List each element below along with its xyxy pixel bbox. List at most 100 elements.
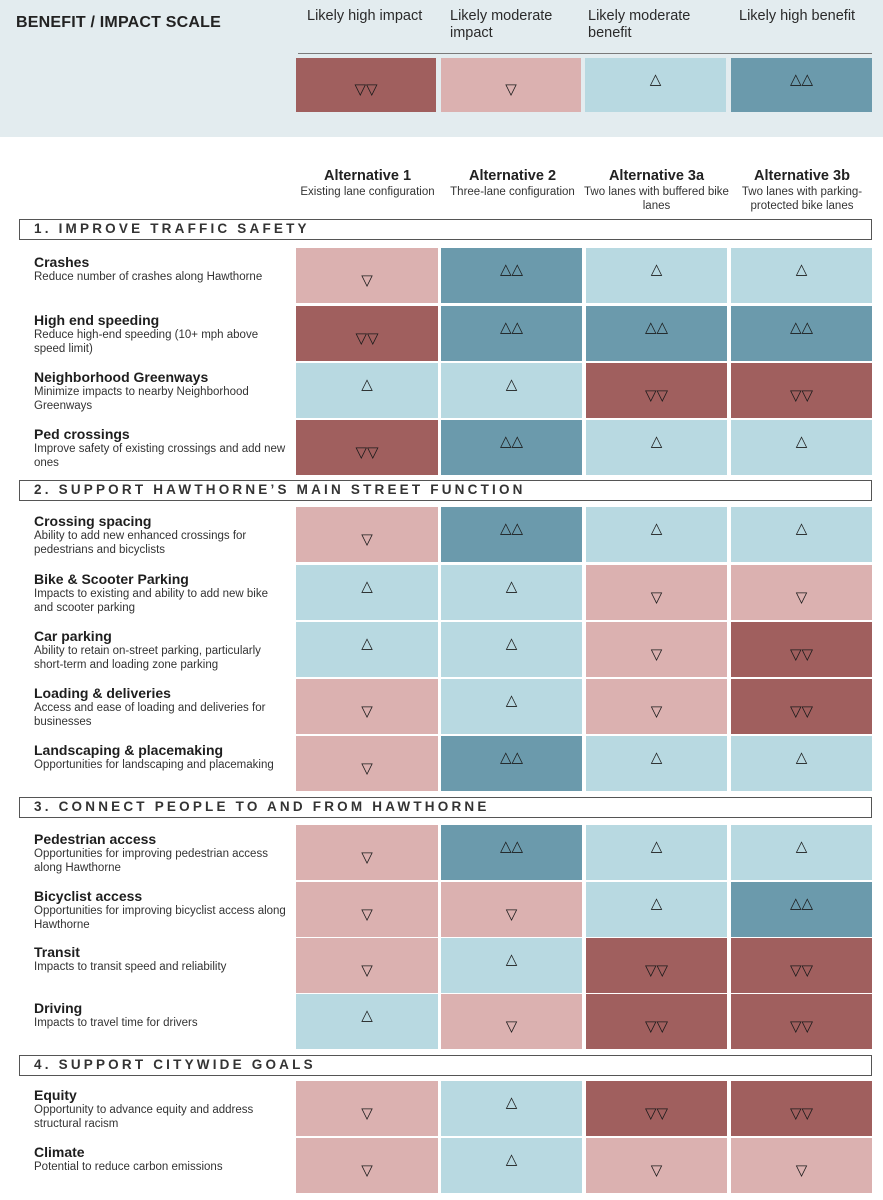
rating-cell: ▽ <box>586 565 727 620</box>
rating-cell: ▽ <box>296 736 438 791</box>
legend-divider <box>298 53 872 54</box>
up-triangle-icon: △△ <box>499 318 524 336</box>
rating-cell: △△ <box>586 306 727 361</box>
down-triangle-icon: ▽▽ <box>789 386 814 404</box>
criterion-description: Reduce number of crashes along Hawthorne <box>34 271 263 283</box>
alternative-name: Alternative 3a <box>608 168 705 184</box>
down-triangle-icon: ▽▽ <box>644 386 669 404</box>
down-triangle-icon: ▽▽ <box>355 443 379 461</box>
criterion-title: Ped crossings <box>34 426 130 442</box>
rating-cell: △ <box>441 679 582 734</box>
rating-cell: ▽▽ <box>731 622 872 677</box>
up-triangle-icon: △ <box>505 375 518 393</box>
section-header: 1. IMPROVE TRAFFIC SAFETY <box>19 219 872 240</box>
rating-cell: ▽▽ <box>731 994 872 1049</box>
criterion-label: Ped crossings Improve safety of existing … <box>34 426 289 470</box>
alternative-header: Alternative 2 Three-lane configuration <box>440 168 585 199</box>
down-triangle-icon: ▽ <box>361 271 373 289</box>
up-triangle-icon: △ <box>505 1093 518 1111</box>
rating-cell: ▽ <box>586 679 727 734</box>
rating-cell: △ <box>441 938 582 993</box>
rating-cell: ▽ <box>296 1138 438 1193</box>
rating-cell: △△ <box>441 507 582 562</box>
rating-cell: △ <box>296 622 438 677</box>
up-triangle-icon: △ <box>505 950 518 968</box>
section-header: 2. SUPPORT HAWTHORNE’S MAIN STREET FUNCT… <box>19 480 872 501</box>
legend-swatch: ▽ <box>441 58 581 112</box>
legend-swatch: △△ <box>731 58 872 112</box>
up-triangle-icon: △ <box>650 260 663 278</box>
criterion-title: Loading & deliveries <box>34 685 171 701</box>
criterion-description: Ability to retain on-street parking, par… <box>34 645 261 671</box>
rating-cell: △△ <box>441 306 582 361</box>
down-triangle-icon: ▽ <box>361 848 373 866</box>
down-triangle-icon: ▽ <box>361 961 373 979</box>
criterion-label: Landscaping & placemaking Opportunities f… <box>34 742 289 772</box>
up-triangle-icon: △ <box>505 691 518 709</box>
up-triangle-icon: △ <box>505 577 518 595</box>
criterion-label: Crashes Reduce number of crashes along Ha… <box>34 254 289 284</box>
rating-cell: △ <box>586 882 727 937</box>
criterion-label: Transit Impacts to transit speed and reli… <box>34 944 289 974</box>
legend-label: Likely high benefit <box>739 8 856 24</box>
criterion-description: Ability to add new enhanced crossings fo… <box>34 530 247 556</box>
alternative-name: Alternative 3b <box>754 168 850 184</box>
rating-cell: △ <box>441 1138 582 1193</box>
rating-cell: △ <box>586 736 727 791</box>
legend-swatch: △ <box>585 58 726 112</box>
up-triangle-icon: △△ <box>499 432 524 450</box>
criterion-label: Loading & deliveries Access and ease of l… <box>34 685 289 729</box>
rating-cell: △ <box>731 248 872 303</box>
down-triangle-icon: ▽▽ <box>644 961 669 979</box>
rating-cell: ▽ <box>731 565 872 620</box>
rating-cell: △ <box>586 507 727 562</box>
rating-cell: △ <box>731 507 872 562</box>
up-triangle-icon: △ <box>650 519 663 537</box>
rating-cell: △△ <box>731 882 872 937</box>
criterion-title: Driving <box>34 1000 83 1016</box>
down-triangle-icon: ▽ <box>650 1161 663 1179</box>
criterion-description: Access and ease of loading and deliverie… <box>34 702 266 728</box>
down-triangle-icon: ▽ <box>361 905 373 923</box>
down-triangle-icon: ▽▽ <box>644 1104 669 1122</box>
criterion-description: Impacts to travel time for drivers <box>34 1017 198 1029</box>
up-triangle-icon: △△ <box>789 70 814 88</box>
criterion-description: Opportunities for improving bicyclist ac… <box>34 905 286 931</box>
rating-cell: ▽ <box>296 1081 438 1136</box>
criterion-label: High end speeding Reduce high-end speedin… <box>34 312 289 356</box>
rating-cell: △△ <box>441 825 582 880</box>
criterion-label: Pedestrian access Opportunities for impro… <box>34 831 289 875</box>
criterion-description: Reduce high-end speeding (10+ mph above … <box>34 329 259 355</box>
legend-panel: BENEFIT / IMPACT SCALE Likely high impac… <box>0 0 883 137</box>
rating-cell: ▽ <box>296 248 438 303</box>
down-triangle-icon: ▽▽ <box>789 702 814 720</box>
rating-cell: △ <box>731 825 872 880</box>
alternative-header: Alternative 3b Two lanes with parking-pro… <box>728 168 876 213</box>
down-triangle-icon: ▽▽ <box>355 329 379 347</box>
criterion-description: Impacts to transit speed and reliability <box>34 961 227 973</box>
criterion-label: Climate Potential to reduce carbon emissi… <box>34 1144 289 1174</box>
rating-cell: △ <box>296 994 438 1049</box>
rating-cell: △ <box>731 736 872 791</box>
rating-cell: △ <box>441 1081 582 1136</box>
rating-cell: △ <box>731 420 872 475</box>
rating-cell: △△ <box>441 420 582 475</box>
up-triangle-icon: △△ <box>499 260 524 278</box>
criterion-label: Crossing spacing Ability to add new enhan… <box>34 513 289 557</box>
criterion-description: Opportunities for improving pedestrian a… <box>34 848 268 874</box>
up-triangle-icon: △ <box>361 1006 373 1024</box>
rating-cell: ▽ <box>296 507 438 562</box>
up-triangle-icon: △△ <box>644 318 669 336</box>
up-triangle-icon: △△ <box>499 837 524 855</box>
alternative-header: Alternative 1 Existing lane configuration <box>295 168 440 199</box>
rating-cell: ▽ <box>296 882 438 937</box>
up-triangle-icon: △ <box>795 837 808 855</box>
criterion-title: Bicyclist access <box>34 888 143 904</box>
down-triangle-icon: ▽ <box>505 905 518 923</box>
criterion-label: Bicyclist access Opportunities for improv… <box>34 888 289 932</box>
alternative-description: Three-lane configuration <box>450 186 575 198</box>
alternative-description: Two lanes with parking-protected bike la… <box>741 186 863 212</box>
rating-cell: △ <box>586 248 727 303</box>
criterion-label: Equity Opportunity to advance equity and … <box>34 1087 289 1131</box>
criterion-title: Equity <box>34 1087 77 1103</box>
